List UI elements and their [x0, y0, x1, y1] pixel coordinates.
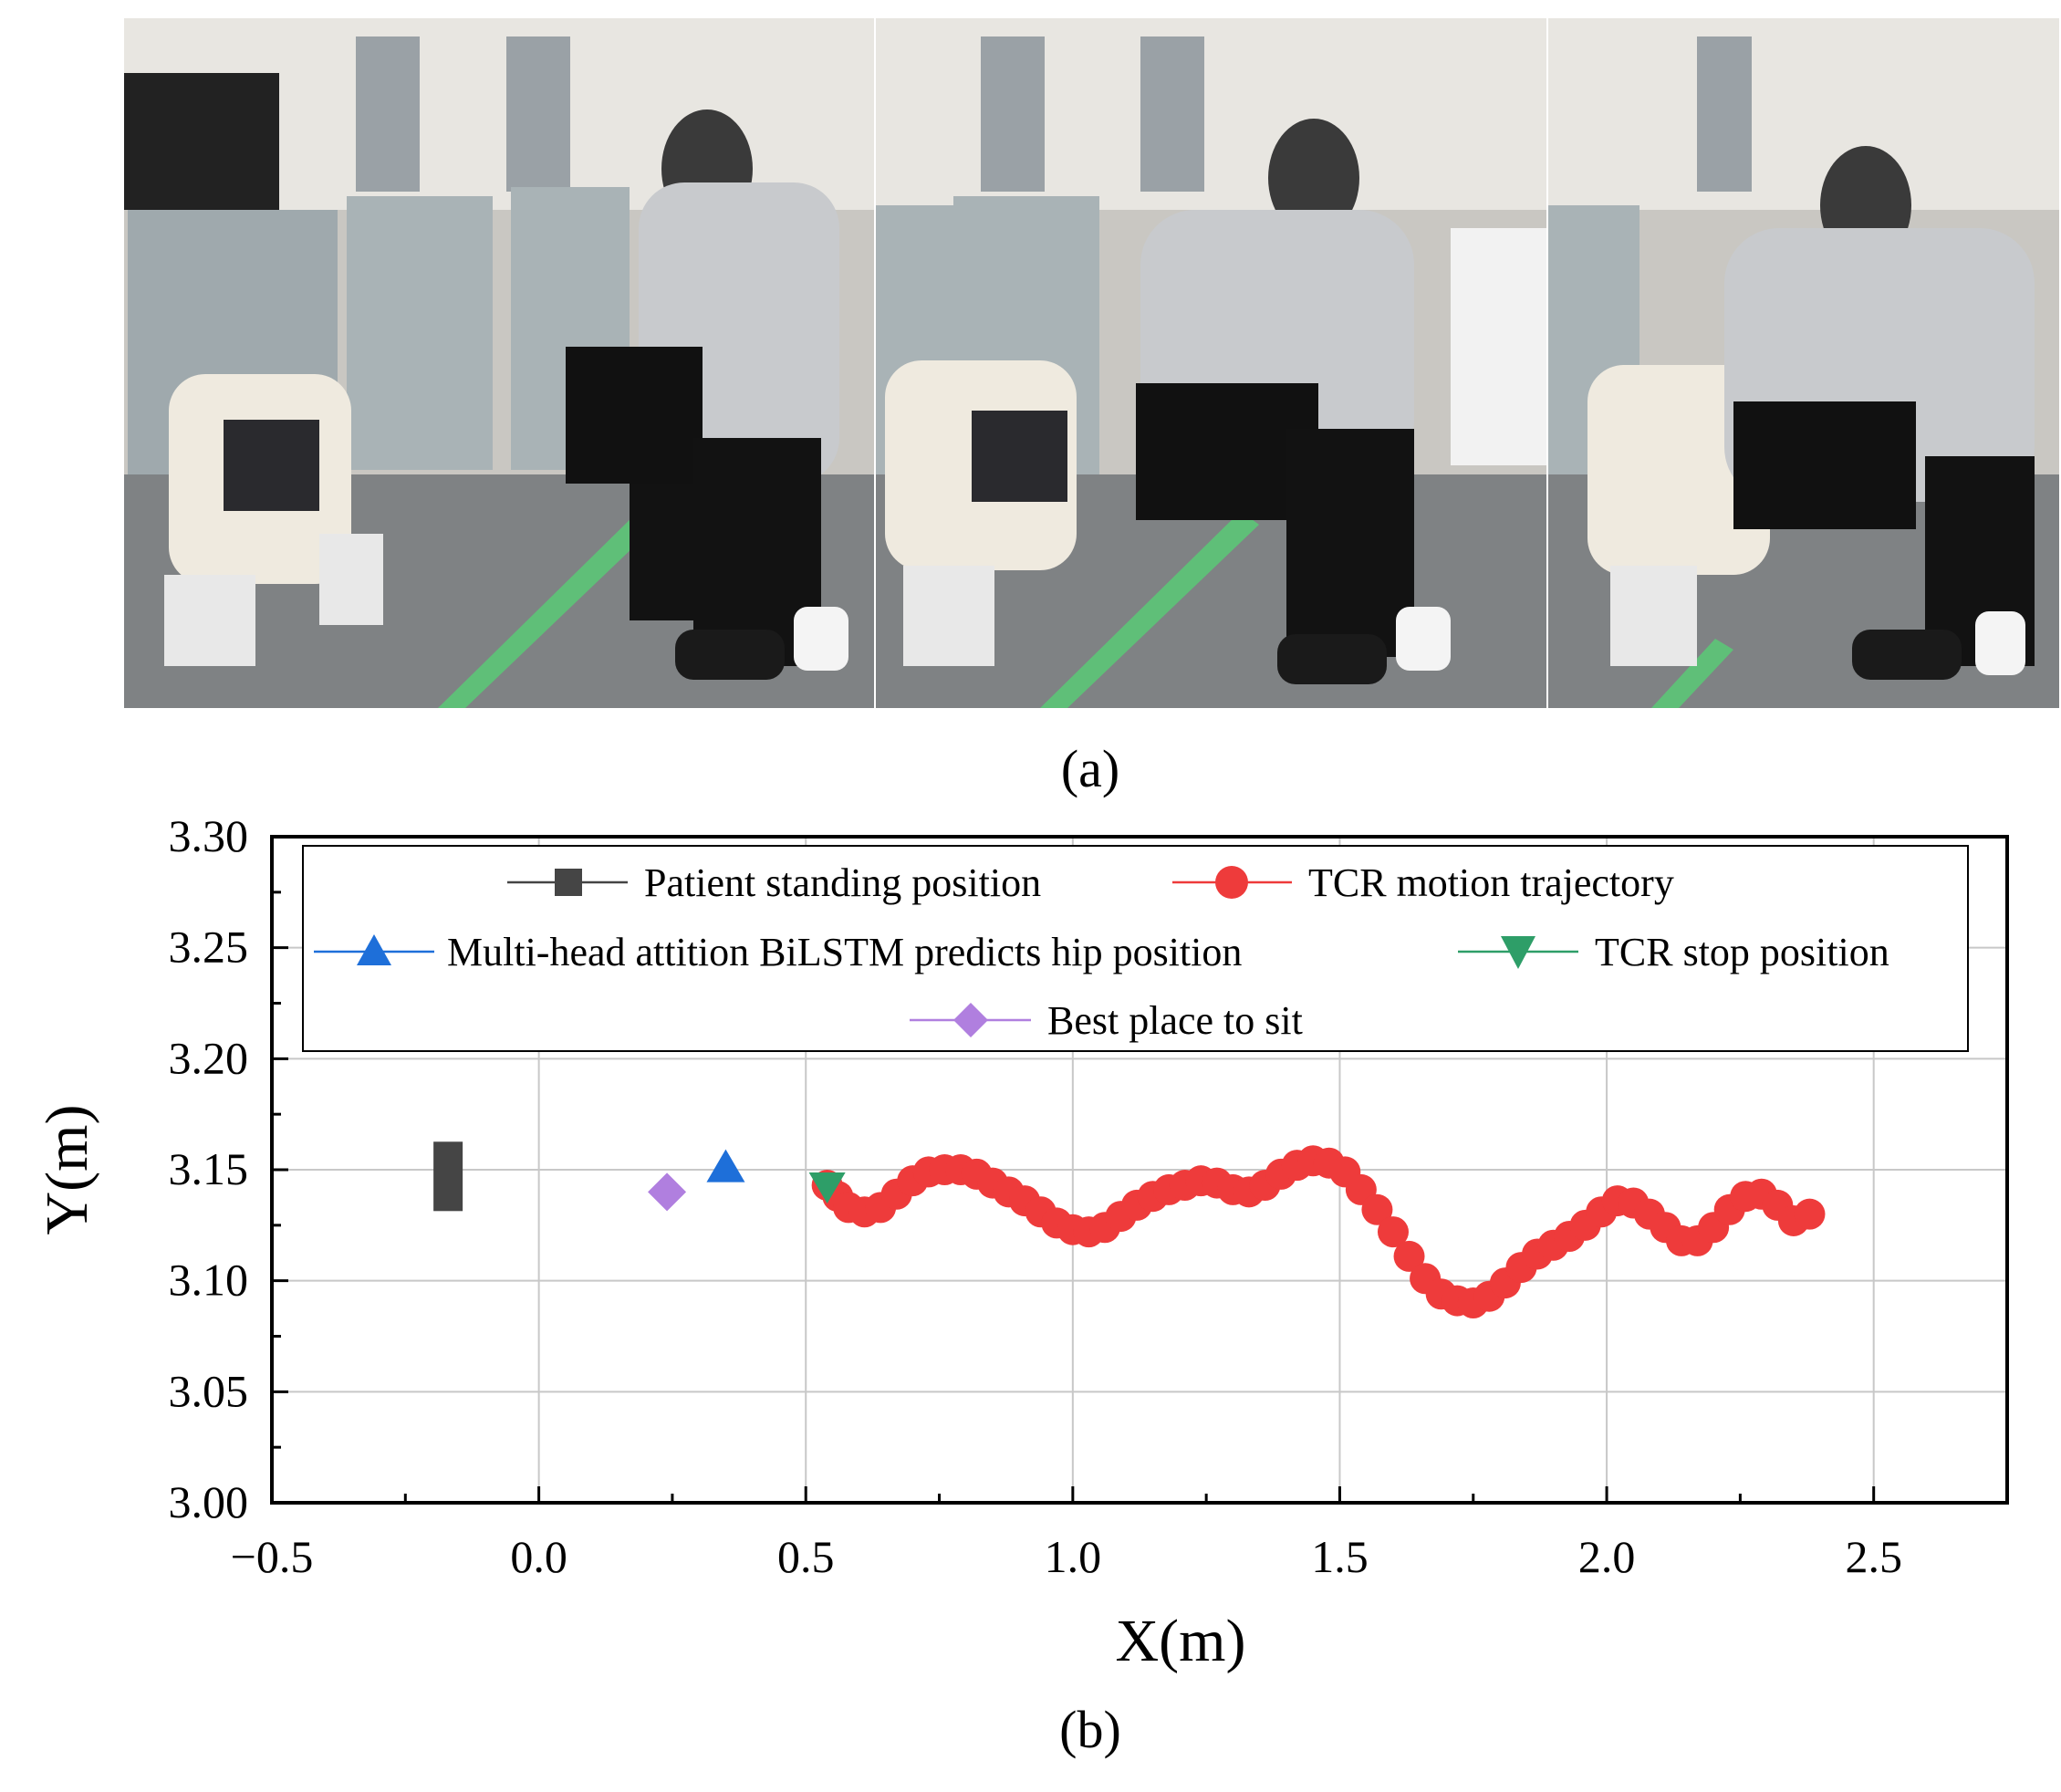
- y-tick-label: 3.25: [169, 922, 249, 973]
- photo-strip: [124, 18, 2059, 708]
- y-tick-label: 3.05: [169, 1365, 249, 1416]
- photo-frame-2: [876, 18, 1546, 708]
- x-axis: −0.5 0.0 0.5 1.0 1.5 2.0 2.5: [231, 1486, 1902, 1582]
- legend-marker-diamond: [953, 1003, 988, 1037]
- x-tick-label: 1.5: [1311, 1531, 1369, 1582]
- legend-marker-circle: [1215, 866, 1248, 899]
- legend-marker-square: [555, 869, 582, 896]
- legend: Patient standing position TCR motion tra…: [302, 845, 1969, 1052]
- y-tick-label: 3.20: [169, 1032, 249, 1083]
- legend-label-trajectory: TCR motion trajectory: [1308, 860, 1674, 905]
- x-axis-title: X(m): [1116, 1608, 1246, 1674]
- panel-a-label: (a): [1061, 739, 1119, 798]
- best-sit-marker: [648, 1172, 687, 1212]
- standing-position-marker: [433, 1141, 463, 1212]
- x-tick-label: 0.0: [510, 1531, 567, 1582]
- predicted-hip-marker: [706, 1149, 745, 1183]
- photo-frame-1: [124, 18, 874, 708]
- legend-label-prediction: Multi-head attition BiLSTM predicts hip …: [447, 930, 1242, 974]
- y-tick-label: 3.00: [169, 1476, 249, 1527]
- legend-label-stop: TCR stop position: [1595, 930, 1889, 974]
- legend-label-best-sit: Best place to sit: [1047, 998, 1303, 1043]
- x-tick-label: 1.0: [1045, 1531, 1102, 1582]
- trajectory-point: [1393, 1240, 1425, 1272]
- y-axis-title: Y(m): [34, 1105, 100, 1235]
- trajectory-chart: −0.5 0.0 0.5 1.0 1.5 2.0 2.5 3.003.053.103.153…: [34, 810, 2009, 1674]
- x-tick-label: 2.5: [1845, 1531, 1902, 1582]
- x-tick-label: 0.5: [777, 1531, 835, 1582]
- y-tick-label: 3.15: [169, 1143, 249, 1194]
- legend-label-standing: Patient standing position: [644, 860, 1041, 905]
- legend-marker-triangle-up: [357, 934, 391, 965]
- data-marks: [433, 1141, 1826, 1318]
- x-tick-label: 2.0: [1578, 1531, 1636, 1582]
- panel-b-label: (b): [1059, 1700, 1121, 1759]
- trajectory-point: [1377, 1216, 1409, 1248]
- y-tick-label: 3.30: [169, 810, 249, 861]
- legend-marker-triangle-down: [1501, 936, 1535, 969]
- y-tick-label: 3.10: [169, 1255, 249, 1306]
- trajectory-point: [1794, 1198, 1826, 1230]
- x-tick-label: −0.5: [231, 1531, 314, 1582]
- stop-position-marker: [808, 1172, 846, 1204]
- y-axis: 3.00 3.05 3.10 3.15 3.20 3.25 3.30: [169, 810, 288, 1527]
- photo-frame-3: [1548, 18, 2059, 708]
- trajectory-point: [1361, 1193, 1393, 1225]
